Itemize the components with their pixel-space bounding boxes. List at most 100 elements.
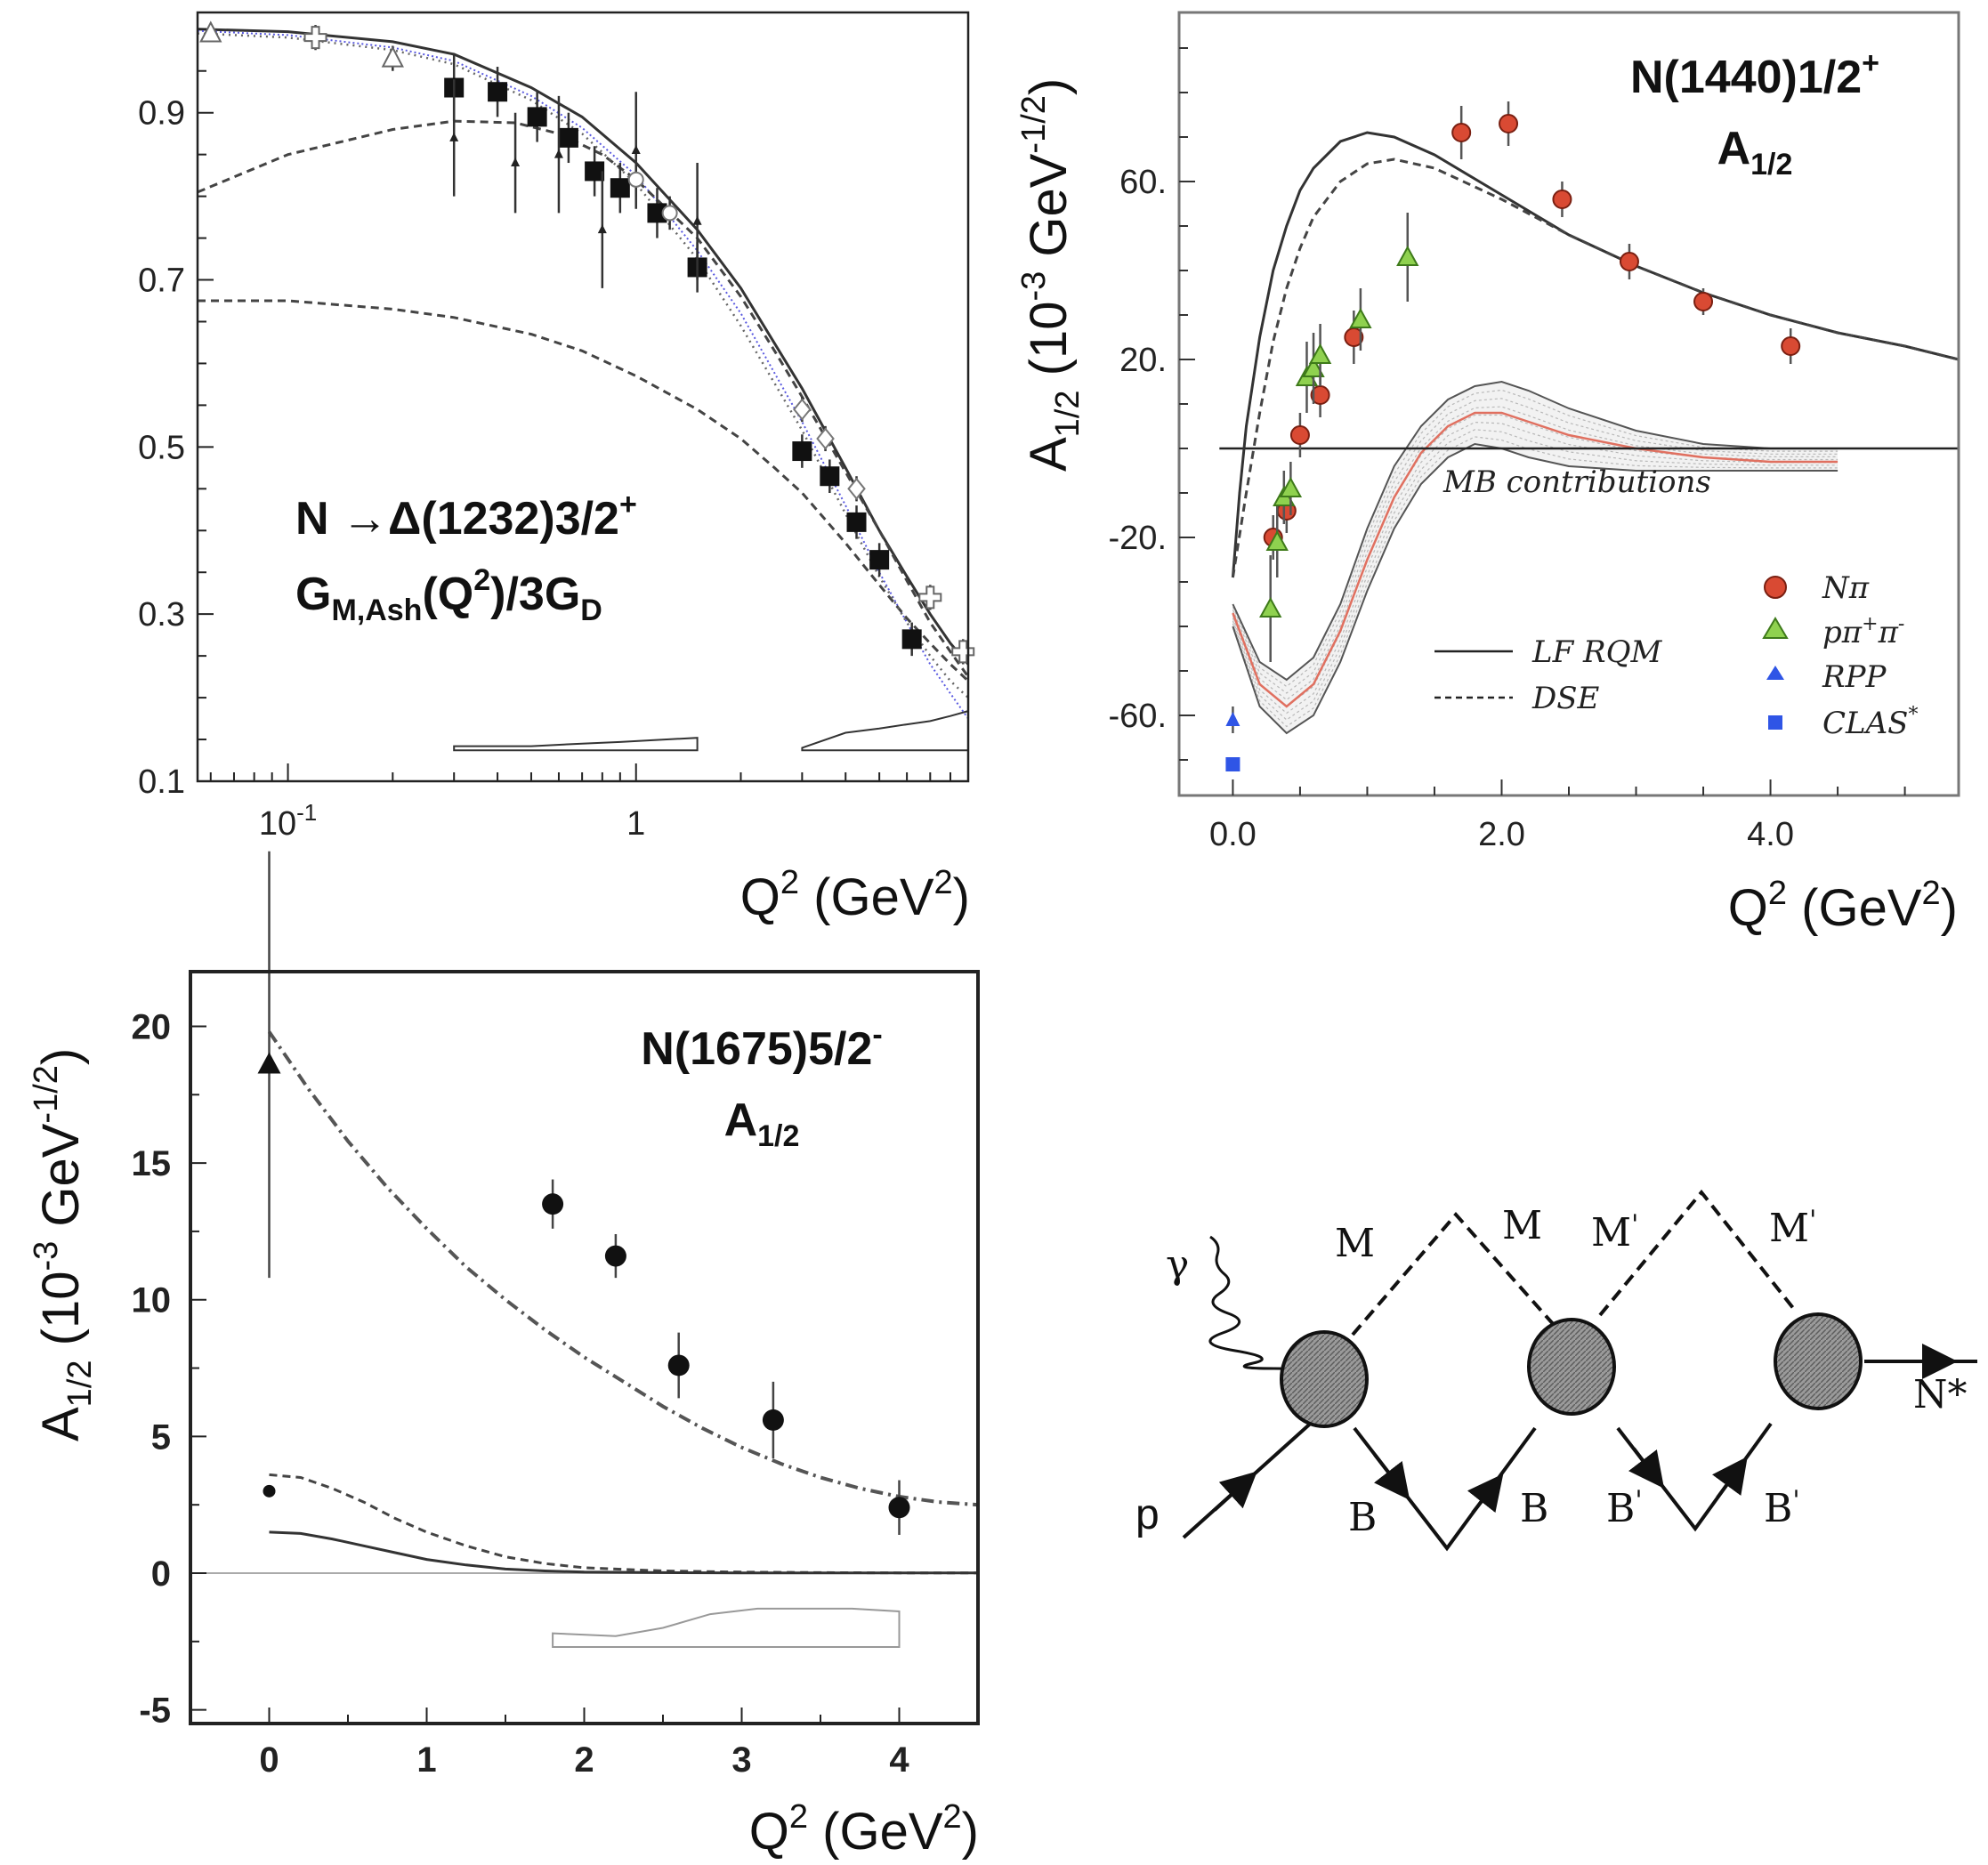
x-tick-label-4: 4: [889, 1740, 909, 1780]
n1675-annotation-line2: A1/2: [724, 1094, 800, 1153]
y-tick-label-0: 20: [132, 1007, 172, 1046]
legend-label-npi: Nπ: [1822, 570, 1870, 606]
curve-solid: [269, 1530, 978, 1575]
curve-lf-rqm: [1231, 131, 1960, 578]
legend-marker-ppipi: [1762, 617, 1789, 639]
data-point-23: [820, 466, 840, 487]
data-point-6: [888, 1497, 910, 1519]
legend-marker-clas: [1768, 715, 1782, 730]
x-tick-label-1: 1: [626, 805, 645, 843]
n1675-plot-area: [190, 851, 979, 1648]
m-label-1: M: [1335, 1221, 1375, 1266]
data-point-5: [527, 107, 547, 127]
b-prime-label-1: B': [1606, 1485, 1643, 1531]
y-tick-label-1: 20.: [1119, 342, 1167, 379]
legend-marker-rpp: [1766, 666, 1784, 680]
roper-mb-label: MB contributions: [1443, 464, 1711, 500]
data-point-13: [554, 149, 563, 158]
data-point-12: [511, 157, 521, 167]
data-point-12: [1265, 529, 1289, 551]
data-point-4: [488, 82, 508, 102]
data-point-22: [792, 441, 812, 462]
m-prime-label-1: M': [1591, 1209, 1638, 1255]
data-point-19: [793, 398, 812, 421]
delta-annotation-line1: N →Δ(1232)3/2+: [295, 488, 637, 545]
data-point-16: [1302, 356, 1325, 377]
data-point-17: [627, 171, 644, 188]
delta-plot-area: [197, 20, 975, 752]
meson-line-1: [1351, 1211, 1556, 1336]
roper-plot-area: [1219, 101, 1960, 771]
delta-x-axis-title: Q2 (GeV2): [740, 864, 970, 926]
data-point-5: [762, 1409, 784, 1431]
curve-dse: [1231, 157, 1960, 578]
x-tick-label-1: 2.0: [1478, 816, 1525, 853]
legend-label-ppipi: pπ+π-: [1822, 613, 1904, 650]
vertex-blob-2: [1527, 1318, 1616, 1416]
data-point-0: [257, 1052, 281, 1074]
data-point-1: [263, 1484, 276, 1498]
roper-annotation-line2: A1/2: [1717, 123, 1793, 182]
legend-label-dse: DSE: [1531, 681, 1600, 716]
roper-x-axis-title: Q2 (GeV2): [1728, 875, 1958, 937]
y-tick-label-0: 0.1: [138, 763, 185, 801]
meson-line-2: [1598, 1189, 1795, 1317]
m-prime-label-2: M': [1769, 1205, 1816, 1251]
x-tick-label-2: 2: [574, 1740, 594, 1780]
y-tick-label-3: -60.: [1109, 698, 1167, 735]
data-point-15: [631, 144, 641, 154]
baryon-line-1: [1353, 1426, 1537, 1552]
data-point-14: [1279, 476, 1303, 497]
y-tick-label-1: 0.3: [138, 596, 185, 634]
baryon-arrow-1: [1373, 1453, 1410, 1500]
data-point-7: [1552, 190, 1572, 209]
roper-ticks: 60. 20. -20. -60. 0.0 2.0 4.0: [1109, 47, 1906, 853]
data-point-7: [585, 161, 605, 182]
curve-model-solid: [197, 28, 970, 666]
n1675-ticks: 20 15 10 5 0 -5 0 1 2 3 4: [132, 1007, 979, 1780]
roper-y-axis-title: A1/2 (10-3 GeV-1/2): [1015, 78, 1087, 472]
vertex-blob-3: [1774, 1312, 1863, 1410]
systematic-band-1: [801, 709, 969, 752]
roper-annotation-line1: N(1440)1/2+: [1630, 46, 1879, 103]
legend-label-clas: CLAS*: [1822, 704, 1918, 741]
data-point-0: [199, 20, 222, 43]
legend-marker-npi: [1764, 576, 1787, 599]
nstar-label: N*: [1913, 1372, 1968, 1417]
data-point-8: [610, 178, 630, 198]
y-tick-label-1: 15: [132, 1144, 172, 1183]
x-tick-label-2: 4.0: [1747, 816, 1794, 853]
y-tick-label-2: 0.5: [138, 429, 185, 466]
p-label: p: [1135, 1491, 1160, 1538]
legend-label-lf-rqm: LF RQM: [1531, 634, 1662, 670]
curve-lower-dashed: [198, 299, 970, 682]
data-point-9: [647, 203, 667, 223]
data-point-25: [869, 550, 890, 570]
n1675-x-axis-title: Q2 (GeV2): [749, 1798, 979, 1861]
data-point-18: [1349, 307, 1372, 328]
delta-annotation-line2: GM,Ash(Q2)/3GD: [295, 563, 602, 627]
mb-band-stripe-7: [1232, 436, 1838, 728]
baryon-arrow-2: [1467, 1473, 1504, 1514]
data-point-24: [846, 512, 867, 532]
vertex-blob-1: [1280, 1330, 1369, 1428]
y-tick-label-5: -5: [139, 1691, 171, 1731]
data-point-6: [558, 127, 578, 148]
mb-band-stripe-5: [1232, 421, 1838, 715]
y-tick-label-2: 10: [132, 1281, 172, 1320]
baryon-arrow-4: [1712, 1456, 1748, 1499]
curve-upper-dashed: [197, 119, 970, 678]
data-point-9: [1693, 292, 1714, 311]
x-tick-label-0: 0: [259, 1740, 279, 1780]
mb-band-stripe-1: [1232, 389, 1838, 688]
x-tick-label-0: 0.0: [1209, 816, 1257, 853]
data-point-11: [1259, 596, 1282, 618]
mb-band-stripe-2: [1232, 398, 1838, 694]
data-point-18: [661, 205, 678, 222]
n1675-panel: 20 15 10 5 0 -5 0 1 2 3 4 A1/2 (10-3 GeV-1/2) N(16…: [28, 851, 980, 1861]
data-point-8: [1619, 252, 1639, 271]
data-point-2: [542, 1193, 564, 1215]
gamma-label: γ: [1166, 1242, 1189, 1288]
b-label-2: B: [1520, 1486, 1548, 1531]
